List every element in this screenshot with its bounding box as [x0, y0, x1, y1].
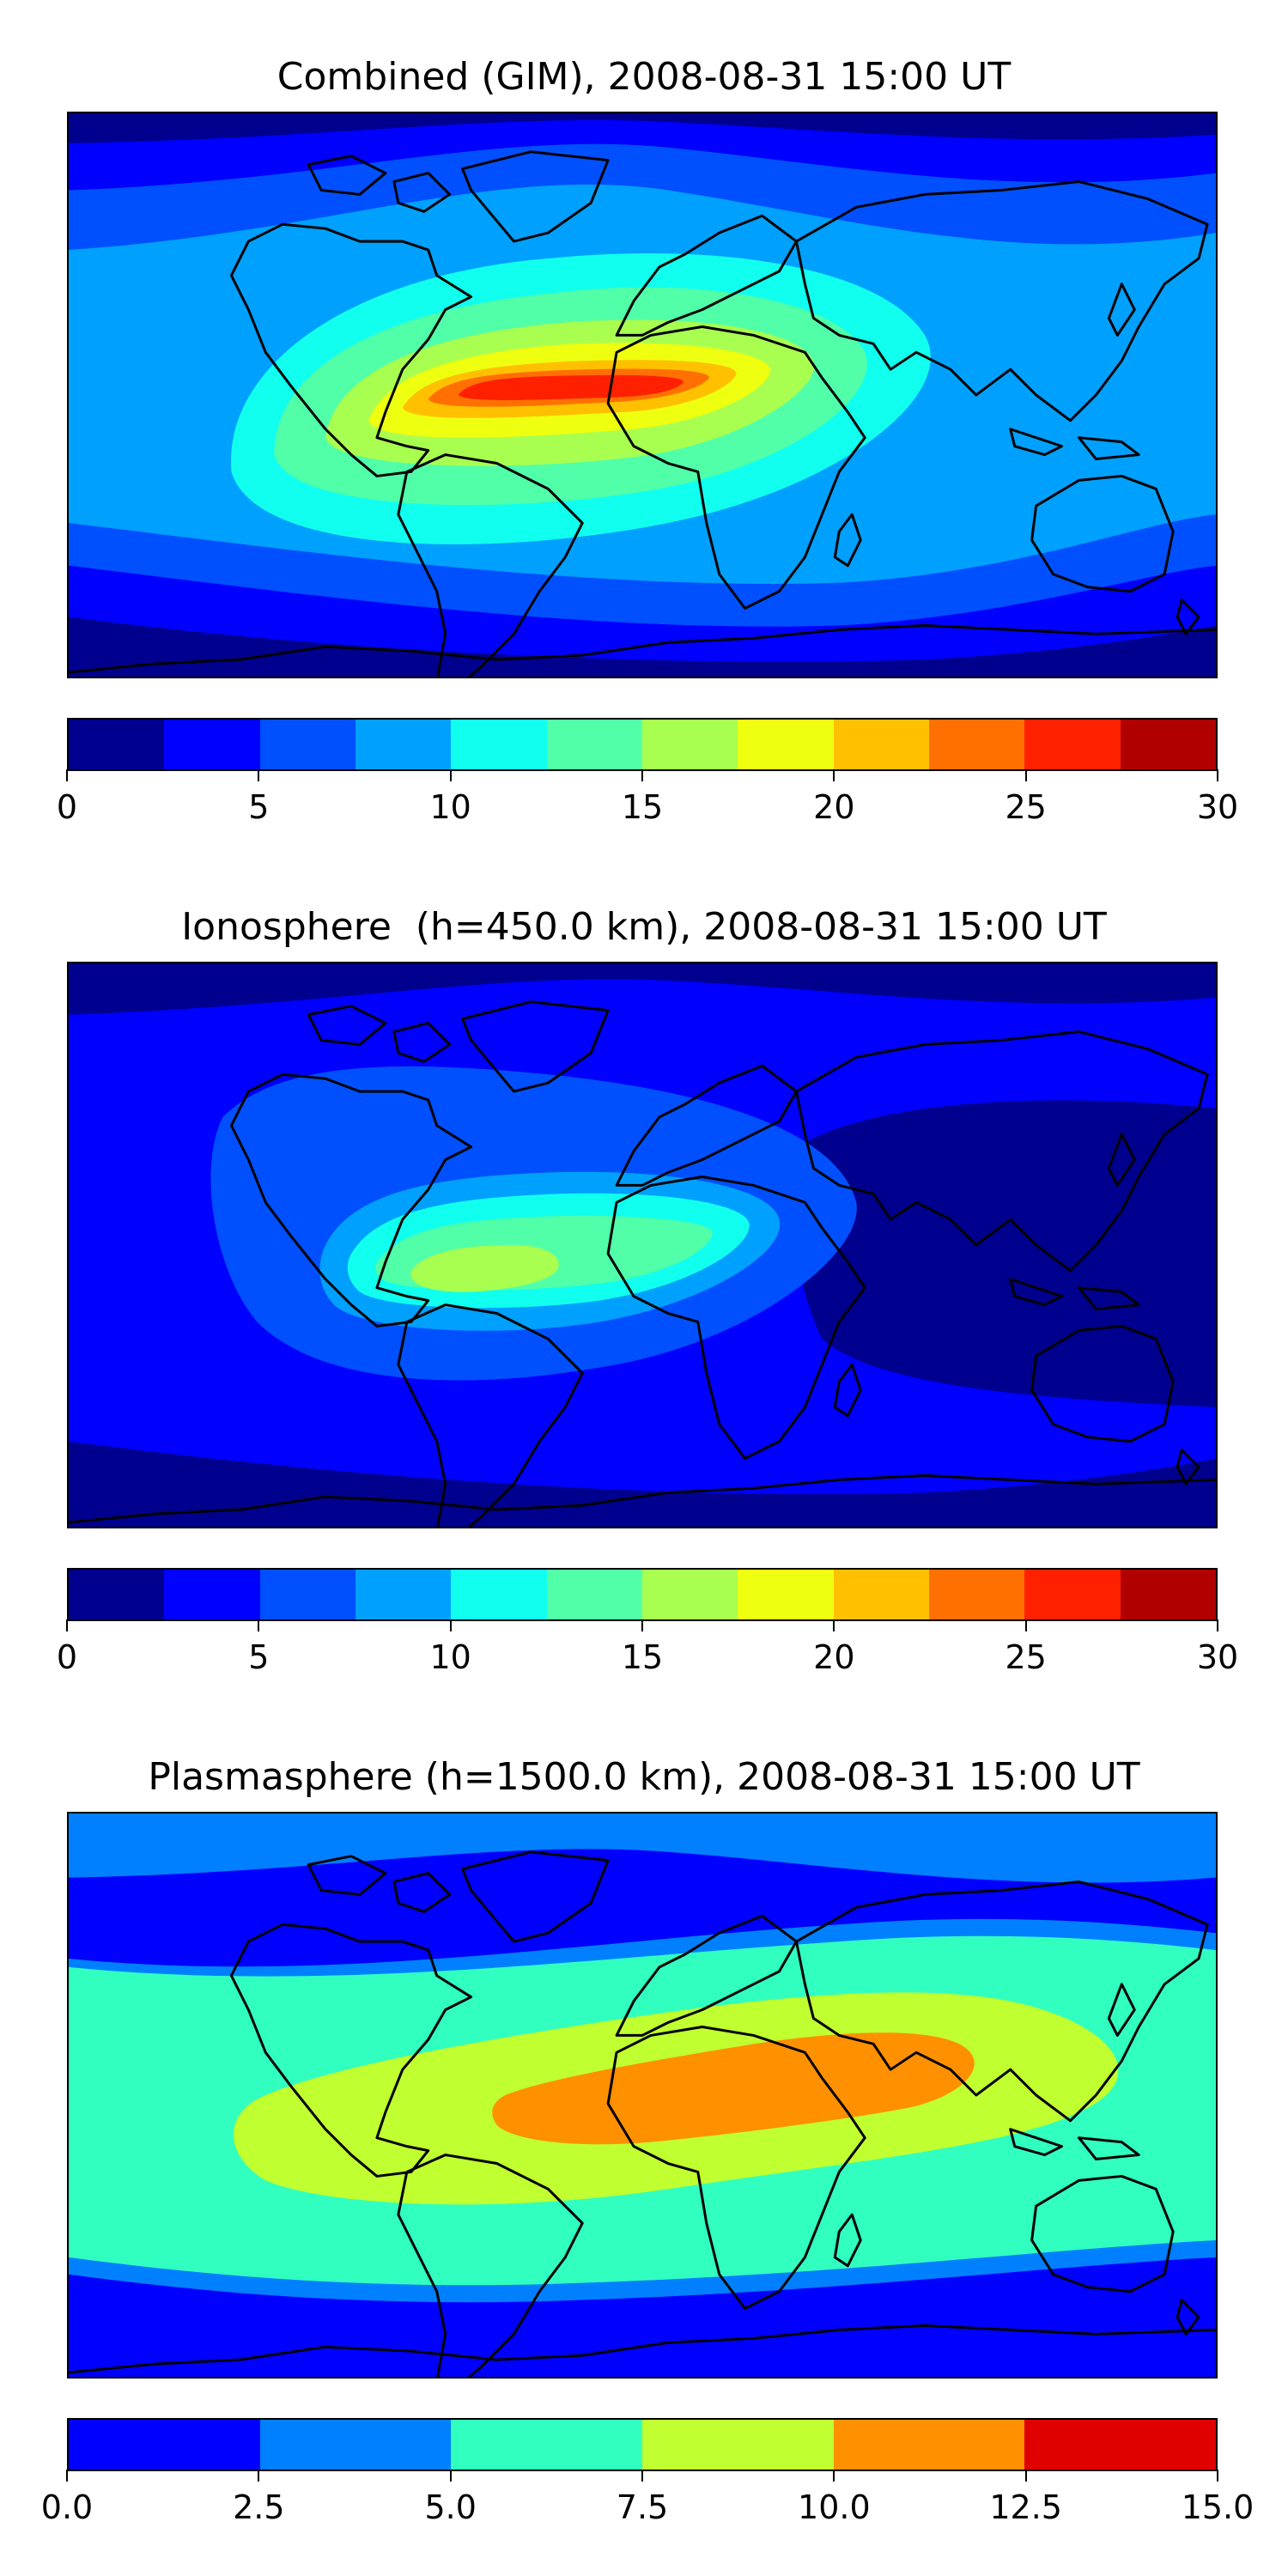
colorbar-tick [641, 2470, 643, 2482]
colorbar-segment [833, 2420, 1025, 2470]
map-combined [67, 112, 1218, 678]
colorbar-tick-label: 5 [248, 1638, 270, 1676]
colorbar-tick-label: 2.5 [233, 2488, 285, 2526]
colorbar-segment [1120, 1570, 1216, 1619]
colorbar-segment [928, 1570, 1025, 1619]
colorbar-segment [69, 1570, 165, 1619]
colorbar-tick [1024, 1619, 1027, 1631]
colorbar-ticks-combined: 0 5 10 15 20 25 30 [57, 769, 1238, 826]
colorbar-segment [1024, 1570, 1121, 1619]
colorbar-segment [738, 1570, 834, 1619]
colorbar-segment [1120, 720, 1216, 769]
colorbar-tick [258, 2470, 260, 2482]
colorbar-segment [642, 2420, 834, 2470]
map-ionosphere [67, 962, 1218, 1528]
colorbar-segment [451, 720, 547, 769]
colorbar-tick-label: 25 [1005, 788, 1047, 826]
colorbar-tick-label: 10 [429, 788, 471, 826]
colorbar-tick [449, 2470, 452, 2482]
colorbar-segment [833, 1570, 929, 1619]
colorbar-tick-label: 0 [56, 1638, 78, 1676]
colorbar-tick [1024, 2470, 1027, 2482]
colorbar-segment [641, 1570, 738, 1619]
colorbar-tick-label: 12.5 [989, 2488, 1062, 2526]
colorbar-tick [449, 769, 452, 781]
colorbar-segment [546, 1570, 642, 1619]
colorbar-tick-label: 20 [813, 788, 855, 826]
colorbar-segment [1024, 720, 1121, 769]
colorbar-plasmasphere [67, 2418, 1218, 2471]
colorbar-segment [259, 720, 355, 769]
colorbar-tick-label: 5.0 [424, 2488, 477, 2526]
colorbar-segment [451, 2420, 643, 2470]
colorbar-segment [641, 720, 738, 769]
colorbar-tick [1217, 769, 1218, 781]
colorbar-tick-label: 30 [1196, 788, 1239, 826]
colorbar-tick [449, 1619, 452, 1631]
colorbar-tick-label: 10.0 [798, 2488, 871, 2526]
colorbar-segment [1024, 2420, 1217, 2470]
map-plasmasphere [67, 1812, 1218, 2379]
colorbar-segment [451, 1570, 547, 1619]
colorbar-segment [69, 720, 165, 769]
colorbar-tick-label: 25 [1005, 1638, 1047, 1676]
colorbar-ticks-plasmasphere: 0.0 2.5 5.0 7.5 10.0 12.5 15.0 [41, 2470, 1254, 2526]
colorbar-segment [259, 1570, 355, 1619]
panel-title: Plasmasphere (h=1500.0 km), 2008-08-31 1… [148, 1755, 1140, 1799]
colorbar-tick-label: 10 [429, 1638, 471, 1676]
colorbar-tick [258, 1619, 260, 1631]
colorbar-combined [67, 718, 1218, 771]
colorbar-segment [259, 2420, 452, 2470]
colorbar-tick [66, 769, 68, 781]
colorbar-tick [833, 769, 835, 781]
colorbar-ionosphere [67, 1568, 1218, 1621]
colorbar-tick-label: 5 [248, 788, 270, 826]
panel-title: Ionosphere (h=450.0 km), 2008-08-31 15:0… [181, 905, 1107, 949]
colorbar-tick-label: 15 [621, 788, 664, 826]
colorbar-tick [1217, 2470, 1218, 2482]
colorbar-tick [258, 769, 260, 781]
colorbar-segment [164, 1570, 260, 1619]
colorbar-tick [833, 1619, 835, 1631]
colorbar-tick [66, 1619, 68, 1631]
colorbar-tick-label: 0 [56, 788, 78, 826]
colorbar-tick [1024, 769, 1027, 781]
colorbar-segment [833, 720, 929, 769]
colorbar-segment [355, 720, 452, 769]
colorbar-segment [738, 720, 834, 769]
colorbar-tick [66, 2470, 68, 2482]
colorbar-segment [928, 720, 1025, 769]
colorbar-ticks-ionosphere: 0 5 10 15 20 25 30 [57, 1619, 1238, 1676]
colorbar-tick [1217, 1619, 1218, 1631]
colorbar-segment [546, 720, 642, 769]
colorbar-tick-label: 15 [621, 1638, 664, 1676]
colorbar-segment [355, 1570, 452, 1619]
panel-title: Combined (GIM), 2008-08-31 15:00 UT [276, 55, 1012, 99]
colorbar-tick-label: 0.0 [40, 2488, 94, 2526]
colorbar-tick [833, 2470, 835, 2482]
colorbar-segment [164, 720, 260, 769]
colorbar-tick-label: 15.0 [1181, 2488, 1255, 2526]
colorbar-segment [69, 2420, 260, 2470]
colorbar-tick-label: 7.5 [616, 2488, 669, 2526]
colorbar-tick [641, 769, 643, 781]
colorbar-tick [641, 1619, 643, 1631]
colorbar-tick-label: 20 [813, 1638, 855, 1676]
colorbar-tick-label: 30 [1196, 1638, 1239, 1676]
